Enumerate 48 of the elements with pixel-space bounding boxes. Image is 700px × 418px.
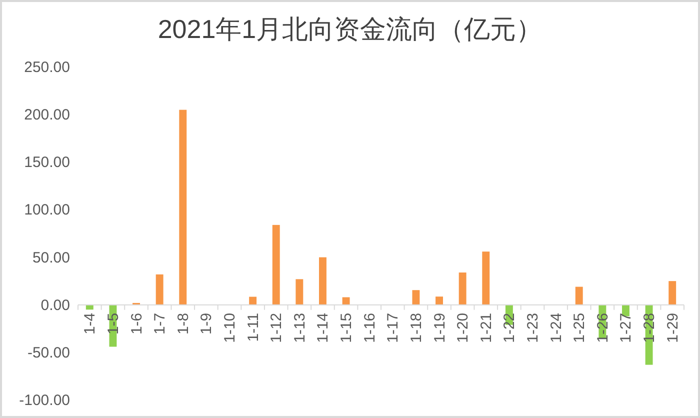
y-tick-label: 0.00 [40,296,70,314]
bar [296,279,304,305]
y-tick-label: 200.00 [24,106,70,124]
x-tick-label: 1-9 [198,312,216,335]
x-tick-label: 1-20 [454,312,472,343]
x-tick-label: 1-26 [594,312,612,343]
x-tick-label: 1-19 [431,312,448,343]
x-tick-label: 1-28 [641,312,658,343]
x-tick-label: 1-29 [664,312,682,343]
x-tick-label: 1-7 [152,312,169,335]
x-tick-label: 1-13 [291,312,308,343]
bar [668,281,676,305]
x-tick-label: 1-8 [174,312,192,335]
x-tick-label: 1-15 [338,312,356,343]
bar [319,257,326,305]
x-tick-label: 1-4 [82,312,99,335]
x-tick-label: 1-5 [104,312,122,335]
x-tick-label: 1-6 [128,312,146,335]
bar [179,110,187,305]
x-tick-label: 1-11 [244,312,262,342]
y-tick-label: -50.00 [27,344,70,362]
bar [156,274,164,305]
x-tick-label: 1-24 [548,312,565,343]
bar [272,224,280,305]
x-tick-label: 1-22 [501,312,518,343]
x-tick-label: 1-14 [314,312,332,343]
chart-title: 2021年1月北向资金流向（亿元） [158,14,542,44]
x-tick-label: 1-10 [222,312,238,343]
x-tick-label: 1-17 [384,312,402,343]
bar [458,272,466,305]
x-tick-label: 1-18 [408,312,425,343]
x-tick-label: 1-16 [361,312,378,343]
y-tick-label: 100.00 [24,202,70,219]
y-tick-label: 50.00 [32,249,70,266]
x-tick-label: 1-12 [268,312,286,343]
x-tick-label: 1-21 [478,312,495,343]
bar [436,296,443,305]
bar [482,252,490,305]
bar [412,290,420,305]
x-tick-label: 1-25 [571,312,588,343]
x-tick-label: 1-23 [524,312,542,343]
y-tick-label: -100.00 [19,392,70,409]
bar [249,296,257,305]
bar [342,297,350,305]
x-tick-label: 1-27 [618,312,635,343]
y-tick-label: 150.00 [24,154,70,172]
bar [575,286,583,305]
y-tick-label: 250.00 [24,59,70,76]
